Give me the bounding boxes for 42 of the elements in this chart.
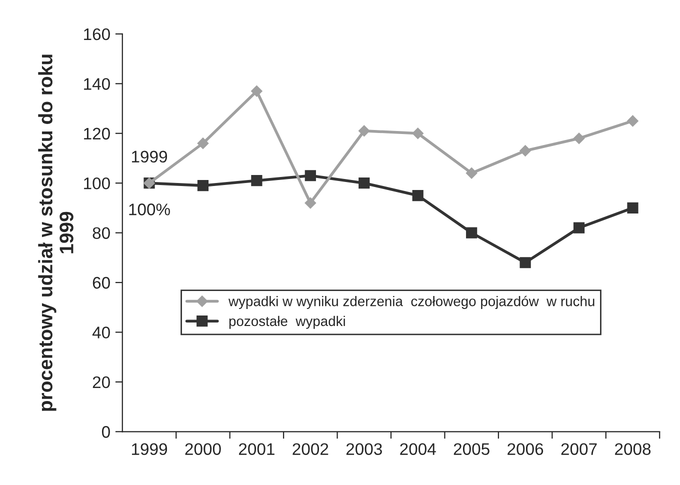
point <box>466 168 478 179</box>
x-tick-label: 2008 <box>615 443 651 456</box>
annotation: 1999 <box>132 150 168 163</box>
point <box>573 222 585 234</box>
point <box>520 145 531 156</box>
x-tick-label: 2007 <box>561 443 597 456</box>
x-tick-label: 2004 <box>400 443 436 456</box>
legend-label: wypadki w wyniku zderzenia czołowego pojazdów w ruchu <box>228 296 594 309</box>
y-axis-title: procentowy udział w stosunku do roku 1999 <box>38 54 74 411</box>
point <box>412 128 424 139</box>
point <box>251 86 262 97</box>
x-tick-label: 1999 <box>132 443 168 456</box>
y-tick-label: 120 <box>84 128 110 140</box>
y-tick-label: 140 <box>84 78 110 90</box>
y-tick-label: 100 <box>84 177 110 190</box>
point <box>466 227 478 238</box>
x-tick-label: 2001 <box>239 443 274 456</box>
annotation: 100% <box>129 204 170 216</box>
point <box>358 125 370 136</box>
y-tick-label: 80 <box>92 227 110 240</box>
point <box>304 170 316 182</box>
point <box>573 132 585 144</box>
y-tick-label: 60 <box>92 276 110 289</box>
y-tick-label: 160 <box>84 28 110 40</box>
y-tick-label: 40 <box>92 326 110 338</box>
x-tick-label: 2002 <box>292 443 328 456</box>
x-tick-label: 2006 <box>508 443 544 456</box>
x-tick-label: 2003 <box>346 443 382 456</box>
point <box>520 257 531 268</box>
x-tick-label: 2005 <box>454 443 490 456</box>
x-tick-label: 2000 <box>185 443 221 456</box>
point <box>197 138 209 149</box>
point <box>197 180 209 192</box>
legend-label: pozostałe wypadki <box>229 316 345 329</box>
point <box>251 175 262 186</box>
point <box>627 115 638 127</box>
y-tick-label: 0 <box>102 426 110 438</box>
point <box>412 190 424 202</box>
point <box>304 197 316 209</box>
point <box>627 202 638 214</box>
point <box>358 178 370 189</box>
y-tick-label: 20 <box>92 376 110 388</box>
